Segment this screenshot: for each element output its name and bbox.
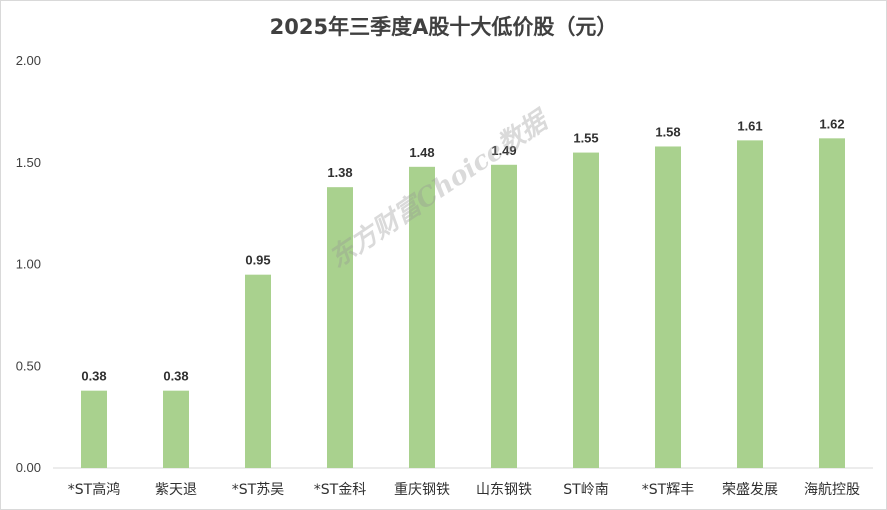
data-label: 0.95: [245, 253, 270, 268]
y-tick-label: 1.50: [16, 155, 41, 170]
x-tick-label: *ST辉丰: [642, 482, 694, 498]
data-label: 1.49: [491, 143, 516, 158]
chart-title: 2025年三季度A股十大低价股（元）: [269, 15, 618, 39]
x-tick-label: *ST苏吴: [232, 482, 284, 498]
x-tick-label: 荣盛发展: [722, 482, 778, 498]
bar: [245, 274, 271, 468]
x-tick-label: 紫天退: [155, 482, 197, 498]
data-label: 1.48: [409, 145, 434, 160]
bar: [491, 164, 517, 468]
y-tick-label: 0.50: [16, 358, 41, 373]
bar: [327, 187, 353, 469]
data-label: 1.55: [573, 131, 598, 146]
bar: [573, 152, 599, 468]
x-tick-label: 海航控股: [804, 482, 860, 498]
bar: [737, 140, 763, 469]
y-tick-label: 2.00: [16, 53, 41, 68]
data-label: 0.38: [81, 369, 106, 384]
y-tick-label: 0.00: [16, 460, 41, 475]
bar: [163, 390, 189, 468]
y-tick-label: 1.00: [16, 257, 41, 272]
data-label: 0.38: [163, 369, 188, 384]
bar: [409, 166, 435, 468]
bar: [81, 390, 107, 468]
data-label: 1.38: [327, 165, 352, 180]
x-tick-label: 重庆钢铁: [394, 482, 450, 498]
data-label: 1.62: [819, 116, 844, 131]
x-tick-label: ST岭南: [563, 482, 608, 498]
data-label: 1.58: [655, 124, 680, 139]
bar: [819, 138, 845, 468]
x-tick-label: *ST高鸿: [68, 481, 120, 498]
x-tick-label: 山东钢铁: [476, 482, 532, 498]
x-tick-label: *ST金科: [314, 482, 366, 498]
data-label: 1.61: [737, 118, 762, 133]
bar: [655, 146, 681, 468]
